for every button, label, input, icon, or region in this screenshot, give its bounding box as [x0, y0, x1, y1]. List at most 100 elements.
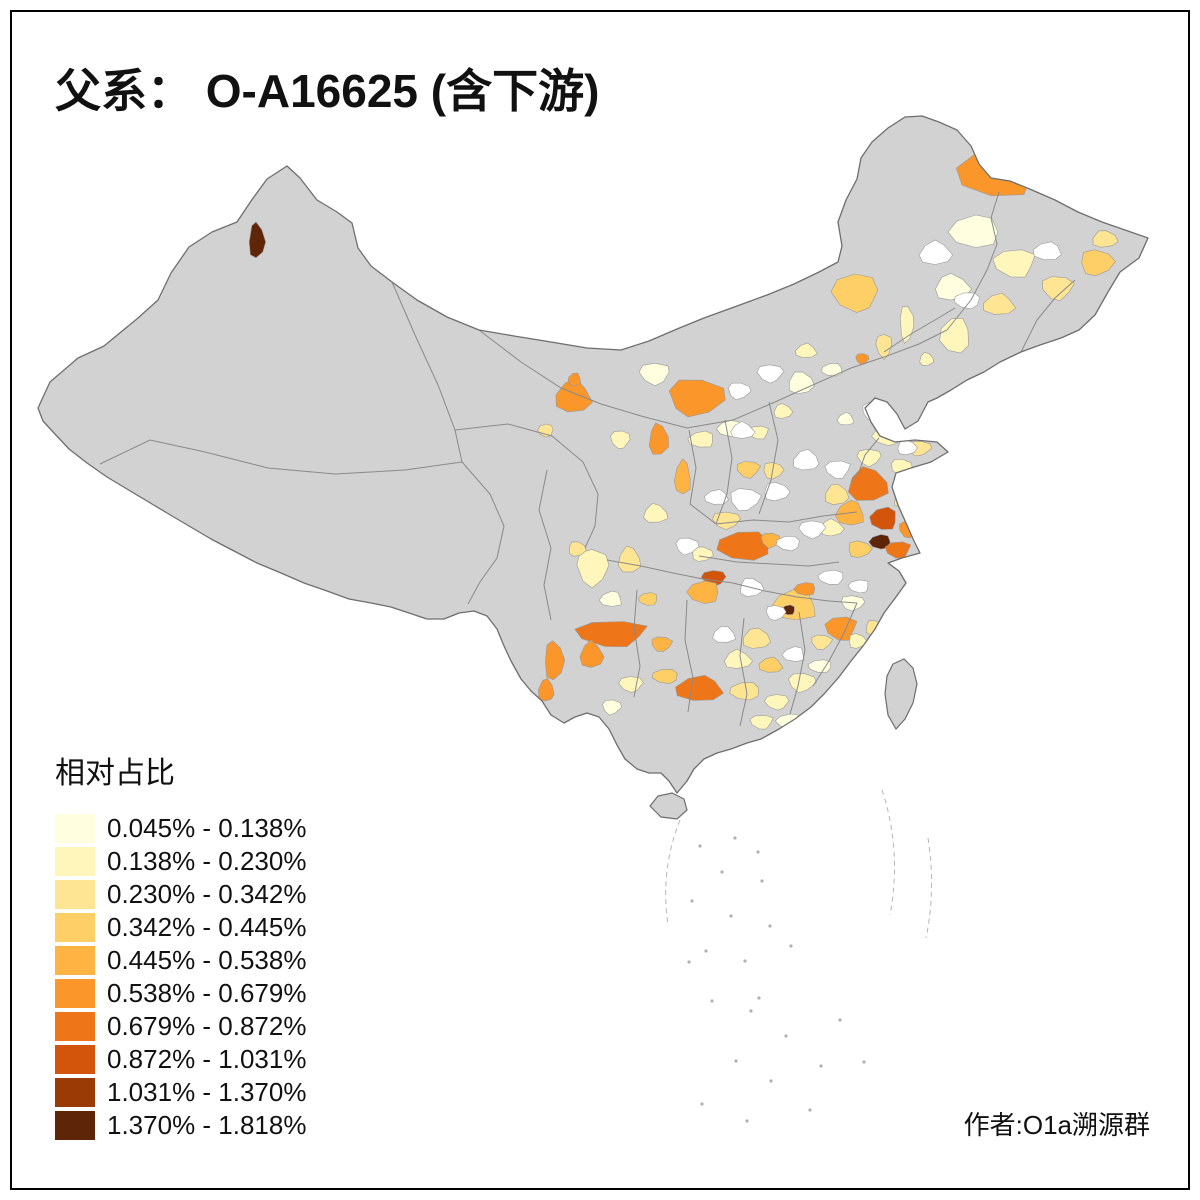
- boundary-line: [538, 469, 552, 621]
- legend-swatch: [55, 979, 95, 1008]
- boundary-line: [684, 599, 694, 713]
- legend-swatch: [55, 1078, 95, 1107]
- region-patch: [711, 511, 741, 531]
- region-patch: [830, 273, 879, 313]
- islet-dot: [760, 879, 764, 883]
- islet-dot: [745, 1119, 749, 1123]
- legend-row: 1.370% - 1.818%: [55, 1109, 306, 1142]
- legend-row: 0.045% - 0.138%: [55, 812, 306, 845]
- legend-row: 0.138% - 0.230%: [55, 845, 306, 878]
- region-patch: [756, 364, 785, 384]
- islet-dot: [757, 996, 761, 1000]
- legend: 相对占比 0.045% - 0.138% 0.138% - 0.230% 0.230…: [55, 748, 306, 1142]
- boundary-line: [391, 281, 463, 463]
- legend-row: 1.031% - 1.370%: [55, 1076, 306, 1109]
- province-boundaries: [99, 191, 1076, 727]
- legend-range-label: 0.872% - 1.031%: [107, 1044, 307, 1074]
- islet-dot: [729, 914, 733, 918]
- region-patch: [675, 537, 700, 556]
- region-patch: [765, 605, 787, 622]
- islet-dot: [784, 1034, 788, 1038]
- region-patch: [773, 402, 794, 419]
- islet-dot: [769, 1079, 773, 1083]
- region-patch: [992, 249, 1036, 278]
- region-patch: [807, 659, 831, 673]
- region-patch: [781, 646, 805, 662]
- legend-swatch: [55, 946, 95, 975]
- legend-row: 0.679% - 0.872%: [55, 1010, 306, 1043]
- legend-range-label: 0.445% - 0.538%: [107, 945, 307, 975]
- islet-dot: [862, 1060, 866, 1064]
- region-patch: [982, 292, 1017, 315]
- region-patch: [569, 541, 587, 557]
- boundary-line: [739, 617, 748, 727]
- legend-swatch: [55, 847, 95, 876]
- region-patch: [869, 506, 896, 530]
- boundary-line: [1020, 279, 1076, 353]
- region-patch: [918, 239, 954, 265]
- region-patch: [574, 621, 648, 648]
- region-patch: [712, 625, 737, 643]
- sea-boundary-dash: [925, 837, 933, 939]
- region-patch: [939, 317, 969, 354]
- islet-dot: [720, 870, 724, 874]
- region-patch: [537, 423, 554, 438]
- region-patch: [763, 461, 785, 480]
- region-patch: [545, 640, 566, 681]
- islet-dot: [704, 949, 708, 953]
- islet-dot: [768, 924, 772, 928]
- region-patch: [598, 590, 622, 607]
- region-patch: [847, 579, 869, 594]
- region-patch: [602, 699, 623, 716]
- region-patch: [825, 483, 850, 506]
- boundary-line: [478, 329, 642, 417]
- hainan-island: [649, 792, 688, 820]
- region-patch: [1092, 230, 1119, 248]
- legend-range-label: 0.045% - 0.138%: [107, 813, 307, 843]
- region-patch: [871, 649, 886, 662]
- boundary-line: [812, 602, 858, 687]
- region-patch: [637, 592, 657, 606]
- region-patch: [673, 458, 691, 495]
- region-patch: [775, 536, 800, 552]
- boundary-line: [99, 439, 463, 475]
- boundary-line: [454, 423, 599, 549]
- boundary-line: [606, 559, 858, 604]
- islet-dot: [733, 836, 737, 840]
- region-patch: [758, 656, 784, 673]
- region-patch: [730, 488, 762, 512]
- legend-swatch: [55, 814, 95, 843]
- legend-range-label: 0.138% - 0.230%: [107, 846, 307, 876]
- legend-swatch: [55, 880, 95, 909]
- legend-row: 0.230% - 0.342%: [55, 878, 306, 911]
- boundary-line: [461, 461, 505, 605]
- region-patch: [555, 378, 593, 413]
- region-patch: [686, 580, 719, 604]
- region-patch: [836, 412, 854, 426]
- region-patch: [922, 421, 942, 436]
- south-china-sea: [665, 789, 933, 1123]
- sea-boundary-dash: [881, 789, 895, 916]
- region-patch: [638, 362, 670, 387]
- region-patch: [643, 502, 669, 523]
- legend-swatch: [55, 1012, 95, 1041]
- region-patch: [764, 481, 791, 502]
- region-patch: [947, 214, 999, 248]
- region-patch: [651, 636, 674, 652]
- region-patch: [847, 466, 889, 501]
- islets: [687, 836, 866, 1123]
- islet-dot: [710, 999, 714, 1003]
- boundary-line: [715, 419, 733, 525]
- islet-dot: [734, 1059, 738, 1063]
- region-patch: [576, 549, 610, 589]
- region-patch: [648, 422, 669, 455]
- region-patch: [567, 372, 582, 387]
- region-patch: [1032, 241, 1062, 261]
- islet-dot: [690, 899, 694, 903]
- boundary-line: [688, 429, 717, 525]
- region-patch: [538, 678, 555, 702]
- region-patch: [824, 460, 851, 479]
- legend-range-label: 0.538% - 0.679%: [107, 978, 307, 1008]
- region-patch: [795, 342, 818, 359]
- region-patch: [793, 448, 820, 471]
